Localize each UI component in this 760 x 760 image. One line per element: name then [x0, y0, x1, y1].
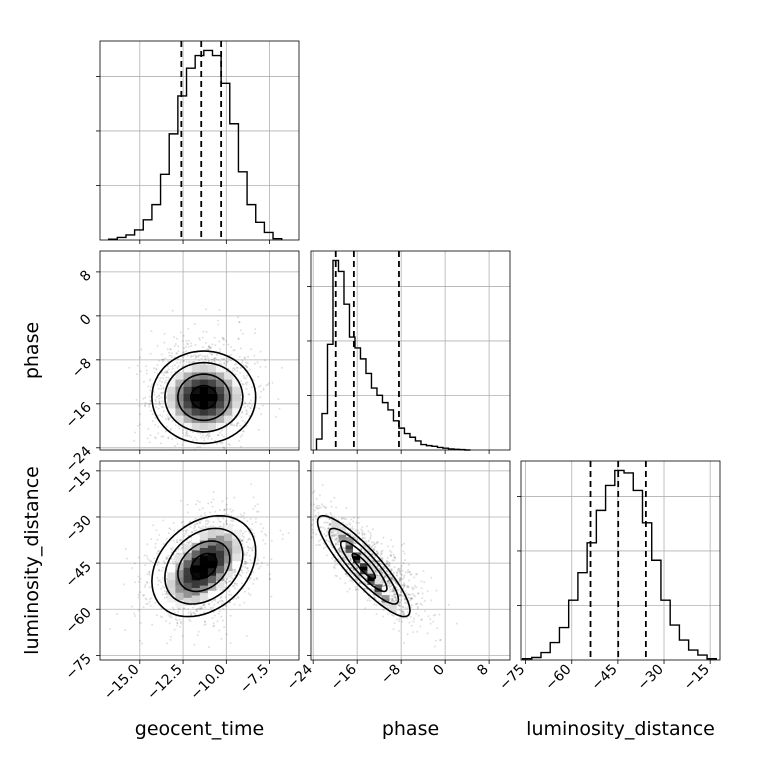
y-tick-label: −45	[63, 559, 95, 591]
panel-grid	[311, 461, 510, 660]
contour-lines	[151, 350, 257, 445]
x-tick-label: −30	[635, 662, 667, 694]
contour-level	[151, 514, 257, 618]
y-tick-label: 0	[77, 311, 95, 329]
panel-frame	[99, 460, 300, 661]
x-tick-label: −16	[328, 661, 360, 693]
x-tick-label: −12.5	[144, 662, 186, 704]
contour-level	[177, 540, 231, 593]
x-axis-label-luminosity-distance: luminosity_distance	[526, 718, 715, 740]
contour-lines	[151, 514, 257, 618]
scatter-panel-phase-vs-luminosity-distance	[310, 460, 511, 661]
x-tick-label: −15	[681, 662, 713, 694]
histogram-luminosity-distance	[521, 469, 718, 660]
histogram-panel-geocent-time	[96, 40, 300, 241]
y-axis-label-phase: phase	[21, 322, 43, 379]
contour-level	[164, 527, 244, 605]
x-tick-label: −60	[542, 662, 574, 694]
contour-level	[316, 514, 411, 618]
y-tick-label: −30	[63, 512, 95, 544]
y-tick-label: −8	[69, 355, 95, 381]
panel-frame	[310, 250, 511, 451]
contour-level	[189, 552, 218, 580]
contour-level	[151, 350, 257, 445]
x-tick-label: 8	[474, 662, 492, 680]
x-tick-label: −15.0	[101, 662, 143, 704]
y-tick-label: −15	[63, 466, 95, 498]
panel-grid	[521, 461, 720, 660]
contour-level	[177, 373, 231, 422]
panel-grid	[311, 251, 510, 450]
x-axis-label-phase: phase	[382, 718, 439, 740]
x-tick-label: −45	[589, 662, 621, 694]
panel-frame	[99, 250, 300, 451]
contour-level	[339, 540, 388, 593]
scatter-panel-geocent-time-vs-luminosity-distance	[99, 460, 300, 661]
x-tick-label: −8	[378, 662, 404, 688]
x-tick-label: −7.5	[237, 662, 272, 697]
x-tick-label: −24	[284, 661, 316, 693]
contour-level	[164, 361, 244, 433]
scatter-panel-geocent-time-vs-phase	[99, 250, 300, 451]
density-blocks	[167, 364, 241, 431]
density-blocks	[167, 525, 241, 608]
y-axis-label-luminosity-distance: luminosity_distance	[21, 466, 43, 655]
contour-lines	[316, 514, 411, 618]
contour-level	[351, 552, 377, 580]
contour-level	[189, 384, 218, 410]
histogram-phase	[315, 259, 471, 451]
x-tick-label: −75	[496, 662, 528, 694]
y-tick-label: −75	[63, 651, 95, 683]
contour-level	[328, 527, 400, 605]
panel-frame	[310, 460, 511, 661]
histogram-panel-luminosity-distance	[517, 460, 721, 661]
x-tick-label: −10.0	[187, 662, 229, 704]
y-tick-label: −60	[63, 605, 95, 637]
x-axis-label-geocent-time: geocent_time	[135, 718, 264, 740]
panel-frame	[520, 460, 721, 661]
y-tick-label: 8	[77, 267, 95, 285]
histogram-geocent-time	[107, 49, 283, 240]
histogram-panel-phase	[307, 250, 511, 451]
panel-grid	[100, 41, 299, 240]
y-tick-label: −16	[63, 399, 95, 431]
x-tick-label: 0	[430, 662, 448, 680]
panel-frame	[99, 40, 300, 241]
